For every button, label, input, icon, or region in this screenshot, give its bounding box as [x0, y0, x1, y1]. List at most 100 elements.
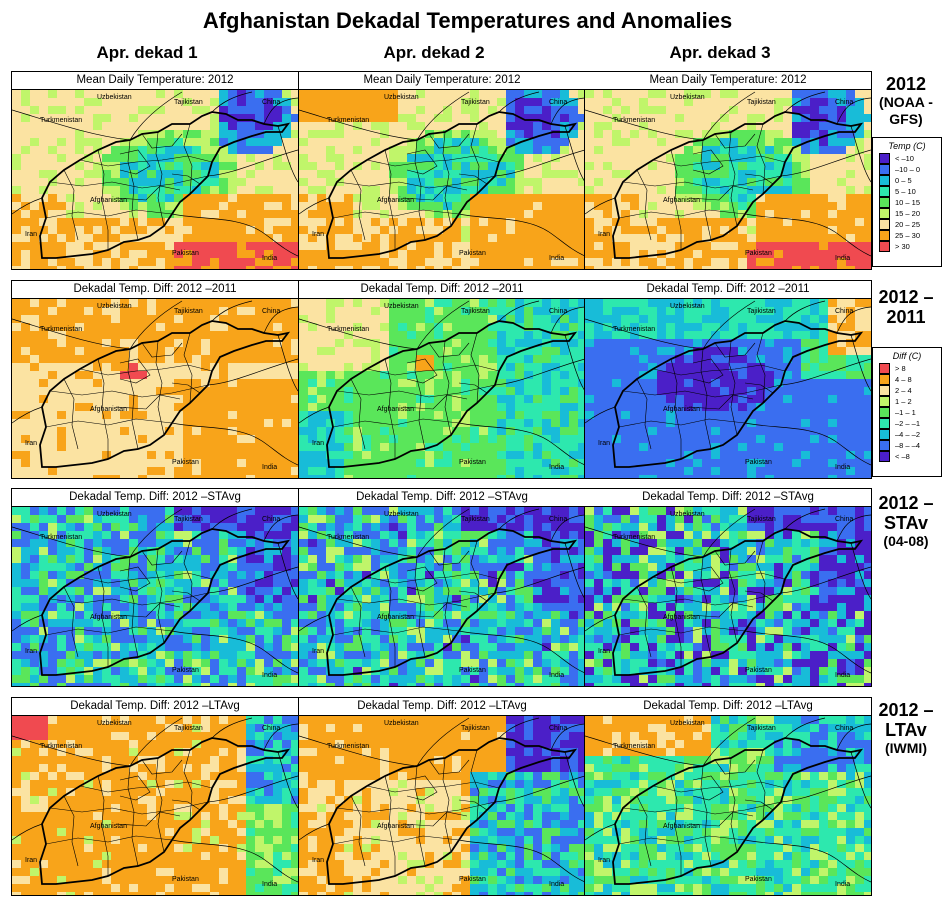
legend-title: Temp (C): [888, 141, 926, 151]
raster-cells: [12, 90, 298, 269]
map-label-tajikistan: Tajikistan: [461, 516, 490, 523]
legend-item: 4 – 8: [873, 374, 941, 385]
legend-label: < –10: [895, 154, 914, 163]
legend-swatch: [879, 241, 890, 252]
legend-item: 15 – 20: [873, 208, 941, 219]
map-area: Uzbekistan Tajikistan China Turkmenistan Afg…: [299, 299, 585, 478]
figure-title: Afghanistan Dekadal Temperatures and Ano…: [202, 8, 733, 33]
map-area: Uzbekistan Tajikistan China Turkmenistan Afg…: [585, 90, 871, 269]
province-boundaries: [45, 540, 213, 667]
map-label-tajikistan: Tajikistan: [174, 308, 203, 315]
legend-swatch: [879, 385, 890, 396]
map-label-india: India: [835, 672, 850, 679]
raster-cells: [299, 90, 585, 269]
legend-swatch: [879, 407, 890, 418]
map-label-india: India: [262, 464, 277, 471]
map-label-pakistan: Pakistan: [459, 876, 486, 883]
panel-title: Dekadal Temp. Diff: 2012 –STAvg: [585, 489, 871, 507]
country-borders: [585, 91, 871, 257]
legend-item: 25 – 30: [873, 230, 941, 241]
province-boundaries: [618, 540, 786, 667]
legend-swatch: [879, 363, 890, 374]
map-area: Uzbekistan Tajikistan China Turkmenistan Afg…: [585, 507, 871, 686]
map-raster: Uzbekistan Tajikistan China Turkmenistan Afg…: [585, 90, 871, 269]
afghanistan-outline: [612, 528, 864, 676]
map-label-turkmenistan: Turkmenistan: [40, 117, 82, 124]
map-label-pakistan: Pakistan: [459, 667, 486, 674]
map-area: Uzbekistan Tajikistan China Turkmenistan Afg…: [12, 299, 298, 478]
map-label-tajikistan: Tajikistan: [461, 725, 490, 732]
map-label-china: China: [835, 725, 853, 732]
map-label-turkmenistan: Turkmenistan: [613, 534, 655, 541]
map-raster: Uzbekistan Tajikistan China Turkmenistan Afg…: [585, 716, 871, 895]
map-label-china: China: [835, 99, 853, 106]
legend-label: > 8: [895, 364, 906, 373]
legend-item: 0 – 5: [873, 175, 941, 186]
map-label-india: India: [262, 255, 277, 262]
map-raster: Uzbekistan Tajikistan China Turkmenistan Afg…: [585, 507, 871, 686]
legend-label: > 30: [895, 242, 910, 251]
country-borders: [299, 91, 585, 257]
row-header-2012-2011: 2012 –2011: [866, 287, 946, 327]
map-label-afghanistan: Afghanistan: [90, 406, 127, 413]
map-label-uzbekistan: Uzbekistan: [670, 303, 705, 310]
map-label-iran: Iran: [25, 231, 37, 238]
panel-title: Mean Daily Temperature: 2012: [585, 72, 871, 90]
map-label-afghanistan: Afghanistan: [663, 823, 700, 830]
country-borders: [585, 717, 871, 883]
country-borders: [299, 508, 585, 674]
map-label-china: China: [262, 308, 280, 315]
map-label-uzbekistan: Uzbekistan: [384, 720, 419, 727]
map-label-uzbekistan: Uzbekistan: [97, 303, 132, 310]
temperature-legend: Temp (C) < –10 –10 – 0 0 – 5 5 – 10 10 – 15 1…: [872, 137, 942, 267]
raster-cells: [585, 507, 871, 686]
map-label-tajikistan: Tajikistan: [461, 308, 490, 315]
legend-swatch: [879, 418, 890, 429]
map-label-india: India: [549, 881, 564, 888]
map-label-afghanistan: Afghanistan: [377, 614, 414, 621]
map-label-china: China: [549, 99, 567, 106]
map-panel-row1-col3: Mean Daily Temperature: 2012 Uzbekistan Ta…: [584, 71, 872, 270]
map-area: Uzbekistan Tajikistan China Turkmenistan Afg…: [12, 90, 298, 269]
map-label-afghanistan: Afghanistan: [377, 406, 414, 413]
map-label-china: China: [549, 725, 567, 732]
legend-item: –8 – –4: [873, 440, 941, 451]
map-label-india: India: [835, 464, 850, 471]
map-label-turkmenistan: Turkmenistan: [327, 743, 369, 750]
map-panel-row4-col2: Dekadal Temp. Diff: 2012 –LTAvg Uzbekista…: [298, 697, 586, 896]
map-label-uzbekistan: Uzbekistan: [384, 303, 419, 310]
map-label-pakistan: Pakistan: [172, 250, 199, 257]
map-label-iran: Iran: [25, 648, 37, 655]
map-label-uzbekistan: Uzbekistan: [97, 720, 132, 727]
map-label-iran: Iran: [598, 440, 610, 447]
map-label-afghanistan: Afghanistan: [90, 614, 127, 621]
map-label-tajikistan: Tajikistan: [747, 99, 776, 106]
map-label-turkmenistan: Turkmenistan: [327, 534, 369, 541]
legend-swatch: [879, 208, 890, 219]
map-label-iran: Iran: [598, 231, 610, 238]
map-label-china: China: [835, 516, 853, 523]
legend-label: 25 – 30: [895, 231, 921, 240]
legend-item: > 30: [873, 241, 941, 252]
legend-item: –4 – –2: [873, 429, 941, 440]
map-label-iran: Iran: [598, 648, 610, 655]
legend-swatch: [879, 429, 890, 440]
difference-legend: Diff (C) > 8 4 – 8 2 – 4 1 – 2 –1 – 1 –2 – –1…: [872, 347, 942, 477]
row-header-main: 2012 –2011: [878, 287, 934, 327]
map-label-afghanistan: Afghanistan: [663, 197, 700, 204]
map-label-turkmenistan: Turkmenistan: [40, 534, 82, 541]
afghanistan-outline: [326, 528, 578, 676]
map-label-tajikistan: Tajikistan: [174, 99, 203, 106]
map-panel-row3-col3: Dekadal Temp. Diff: 2012 –STAvg Uzbekista…: [584, 488, 872, 687]
afghanistan-outline: [39, 737, 291, 885]
legend-item: 5 – 10: [873, 186, 941, 197]
map-panel-row1-col2: Mean Daily Temperature: 2012 Uzbekistan Ta…: [298, 71, 586, 270]
map-label-india: India: [549, 672, 564, 679]
map-label-iran: Iran: [312, 231, 324, 238]
row-header-2012: 2012 (NOAA -GFS): [866, 74, 946, 128]
panel-title: Dekadal Temp. Diff: 2012 –LTAvg: [585, 698, 871, 716]
map-area: Uzbekistan Tajikistan China Turkmenistan Afg…: [585, 716, 871, 895]
map-label-iran: Iran: [25, 440, 37, 447]
afghanistan-outline: [326, 320, 578, 468]
legend-item: < –10: [873, 153, 941, 164]
